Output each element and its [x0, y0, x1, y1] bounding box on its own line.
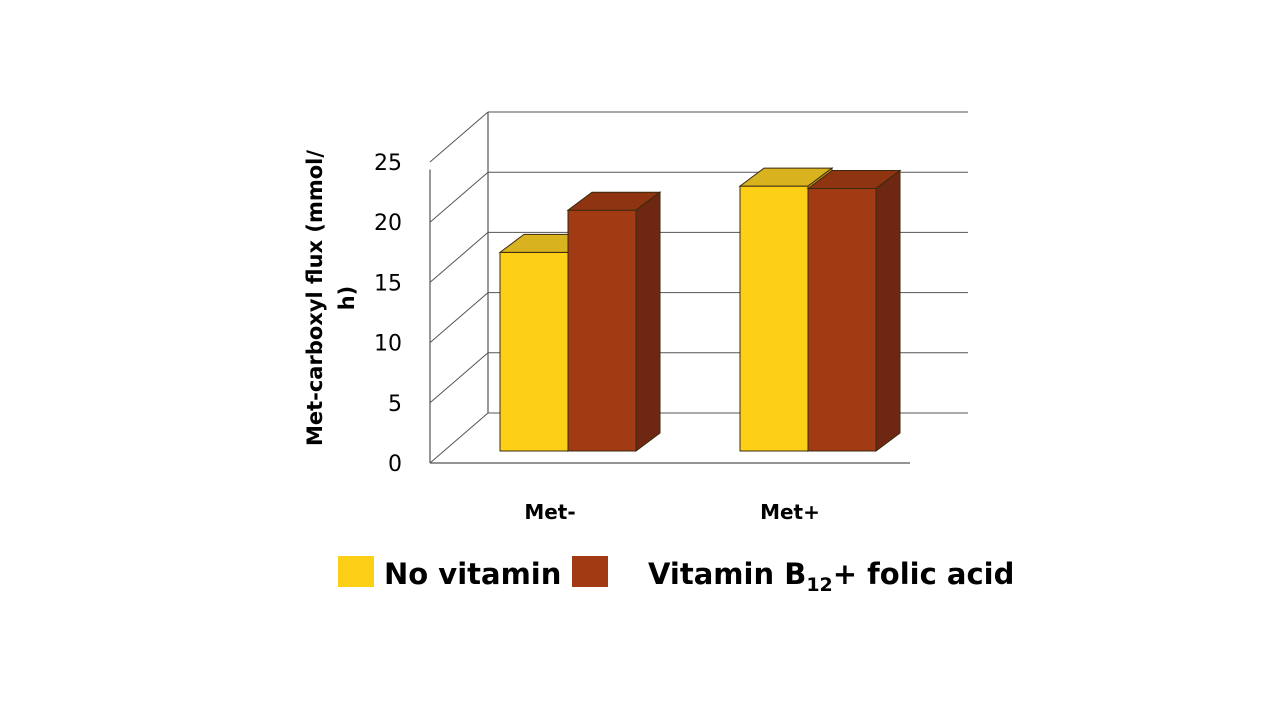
- y-axis-title: Met-carboxyl flux (mmol/h): [303, 150, 359, 446]
- y-tick-label: 15: [374, 271, 402, 296]
- x-category-label: Met-: [524, 500, 575, 524]
- y-tick-label: 0: [388, 452, 402, 477]
- y-tick-label: 25: [374, 151, 402, 176]
- x-category-label: Met+: [760, 500, 820, 524]
- y-axis-title-line-2: h): [335, 286, 359, 311]
- chart-walls: [429, 112, 910, 464]
- y-axis-title-line-1: Met-carboxyl flux (mmol/: [303, 150, 327, 446]
- y-tick-label: 20: [374, 211, 402, 236]
- y-tick-labels: 0 5 10 15 20 25: [374, 151, 402, 477]
- bar-side: [635, 191, 661, 452]
- legend: No vitamin Vitamin B12+ folic acid: [338, 556, 1014, 596]
- bar-side: [875, 169, 901, 452]
- y-tick-label: 5: [388, 392, 402, 417]
- bar-front: [807, 188, 877, 452]
- gridline-diagonal: [429, 292, 489, 343]
- bars: [498, 167, 902, 452]
- bar-front: [499, 251, 569, 452]
- legend-swatch-vitamin-b12: [572, 556, 608, 587]
- gridline-diagonal: [429, 232, 489, 283]
- gridline-diagonal: [429, 111, 489, 163]
- gridline-diagonal: [429, 412, 489, 464]
- legend-swatch-no-vitamin: [338, 556, 374, 587]
- legend-label-vitamin-b12: Vitamin B12+ folic acid: [648, 557, 1014, 596]
- bar-front: [739, 185, 809, 452]
- gridline-diagonal: [429, 352, 489, 404]
- bar-front: [567, 209, 637, 452]
- legend-label-no-vitamin: No vitamin: [384, 557, 561, 591]
- gridline-diagonal: [429, 171, 489, 223]
- y-tick-label: 10: [374, 332, 402, 357]
- x-category-labels: Met- Met+: [524, 500, 820, 524]
